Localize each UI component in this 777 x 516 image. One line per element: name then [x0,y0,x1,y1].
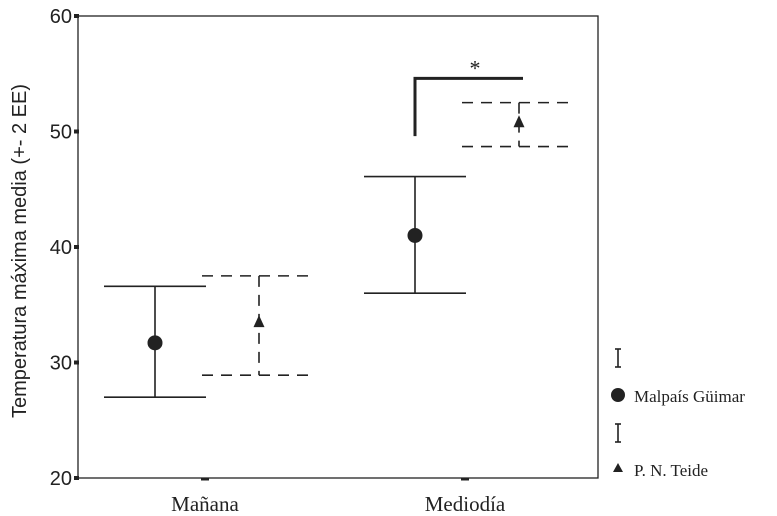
legend-label-teide: P. N. Teide [634,461,708,480]
legend-triangle-marker [613,463,623,472]
mean-point-circle [407,227,423,243]
annotation-layer: * [413,55,523,137]
x-tick-label: Mañana [171,492,239,516]
legend-triangle-icon [613,463,623,472]
y-axis-label: Temperatura máxima media (+- 2 EE) [9,84,31,418]
y-tick-label: 20 [50,468,72,490]
legend-errorbar-icon-teide [615,423,621,443]
mean-point-triangle [253,315,265,328]
y-axis: 20 30 40 50 60 [50,6,79,490]
legend-circle-marker [611,388,625,402]
legend-errorbar-icon-malpais [615,348,621,368]
y-tick-label: 60 [50,6,72,28]
y-tick-label: 30 [50,353,72,375]
plot-border [77,15,599,479]
plot-frame [77,15,599,479]
legend-circle-icon [611,388,625,402]
mean-point-circle [147,335,163,351]
legend-label-malpais: Malpaís Güimar [634,387,745,406]
series-layer [104,101,572,398]
y-tick-label: 40 [50,237,72,259]
legend: Malpaís Güimar P. N. Teide [611,348,745,480]
y-tick-label: 50 [50,122,72,144]
x-tick-label: Mediodía [425,492,506,516]
significance-bracket [413,76,523,137]
x-axis: Mañana Mediodía [171,477,506,516]
significance-annotation: * [470,55,481,80]
mean-point-triangle [513,115,525,128]
